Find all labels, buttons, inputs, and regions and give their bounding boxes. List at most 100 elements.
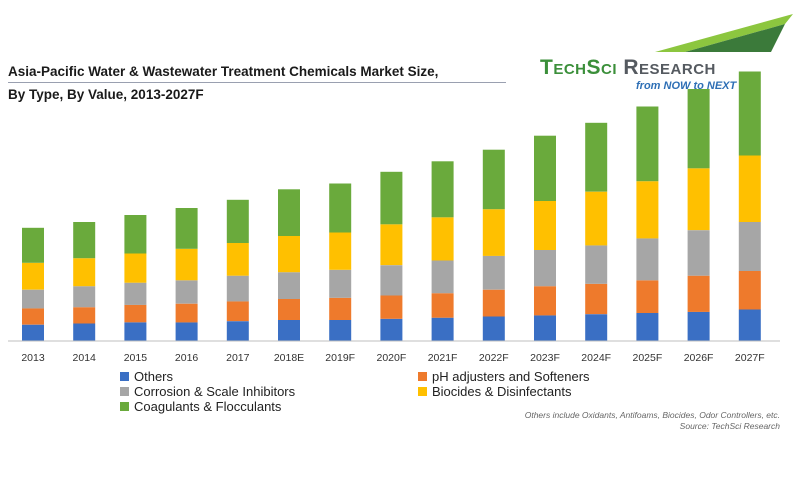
bar-segment-2026F-series-2 (687, 230, 710, 276)
bar-segment-2013-series-4 (22, 227, 44, 263)
bar-segment-2016-series-0 (175, 322, 198, 341)
bar-segment-2019F-series-0 (329, 320, 352, 341)
bar-segment-2024F-series-2 (585, 245, 608, 284)
bar-segment-2020F-series-4 (380, 171, 403, 225)
bar-segment-2021F-series-2 (431, 260, 454, 294)
bar-segment-2021F-series-1 (431, 293, 454, 318)
bar-segment-2027F-series-2 (738, 222, 761, 271)
bar-segment-2023F-series-2 (534, 250, 556, 287)
bar-segment-2026F-series-3 (687, 168, 710, 231)
bar-segment-2017-series-2 (226, 275, 249, 302)
bar-segment-2022F-series-2 (482, 255, 505, 290)
bar-segment-2027F-series-3 (738, 155, 761, 222)
x-tick-label-2026F: 2026F (684, 352, 714, 364)
x-tick-label-2027F: 2027F (735, 352, 765, 364)
bar-segment-2022F-series-0 (482, 316, 505, 341)
legend-swatch-4 (120, 402, 129, 411)
bar-segment-2025F-series-3 (636, 181, 659, 239)
bar-segment-2025F-series-4 (636, 106, 659, 182)
bar-segment-2026F-series-1 (687, 275, 710, 312)
legend-label-3: Biocides & Disinfectants (432, 384, 572, 399)
bar-segment-2013-series-3 (22, 262, 44, 290)
bar-segment-2013-series-0 (22, 324, 44, 341)
bar-segment-2021F-series-4 (431, 161, 454, 218)
legend-label-1: pH adjusters and Softeners (432, 369, 590, 384)
legend-item-4: Coagulants & Flocculants (120, 399, 281, 414)
logo-swoosh-green-icon (655, 14, 793, 52)
x-tick-label-2020F: 2020F (377, 352, 407, 364)
x-tick-labels: 2013 2014 2015 2016 2017 2018E 2019F 2020F 2021F… (21, 352, 764, 364)
bar-segment-2022F-series-4 (482, 149, 505, 210)
bar-segment-2013-series-1 (22, 308, 44, 325)
bar-segment-2027F-series-1 (738, 271, 761, 310)
bar-segment-2017-series-1 (226, 301, 249, 322)
bar-segment-2024F-series-4 (585, 122, 608, 192)
legend-item-1: pH adjusters and Softeners (418, 369, 590, 384)
logo-wordmark: TechSci Research (540, 56, 716, 80)
bar-segment-2016-series-4 (175, 208, 198, 249)
bar-segment-2015-series-2 (124, 282, 147, 305)
bar-segment-2014-series-1 (73, 307, 96, 324)
bar-segment-2026F-series-4 (687, 89, 710, 169)
bar-segment-2023F-series-1 (534, 286, 556, 316)
chart-notes: Others include Oxidants, Antifoams, Bioc… (525, 410, 780, 432)
logo-wordmark-part2: Research (617, 56, 716, 79)
legend-item-3: Biocides & Disinfectants (418, 384, 571, 399)
bar-segment-2016-series-1 (175, 303, 198, 323)
bar-segment-2022F-series-3 (482, 209, 505, 256)
bar-segment-2019F-series-3 (329, 232, 352, 270)
chart-title: Asia-Pacific Water & Wastewater Treatmen… (8, 60, 508, 106)
bar-segment-2020F-series-3 (380, 224, 403, 266)
bar-segment-2019F-series-1 (329, 297, 352, 320)
logo-tagline: from NOW to NEXT (636, 80, 737, 92)
bar-segment-2023F-series-0 (534, 315, 556, 341)
x-tick-label-2014: 2014 (73, 352, 97, 364)
bar-segment-2026F-series-0 (687, 311, 710, 341)
legend-item-2: Corrosion & Scale Inhibitors (120, 384, 295, 399)
bar-segment-2020F-series-0 (380, 318, 403, 341)
x-tick-label-2017: 2017 (226, 352, 250, 364)
bar-segment-2024F-series-0 (585, 314, 608, 341)
logo-swoosh-dark-icon (685, 24, 785, 52)
bar-segment-2015-series-1 (124, 304, 147, 323)
bar-segment-2025F-series-2 (636, 238, 659, 281)
x-tick-label-2022F: 2022F (479, 352, 509, 364)
legend-item-0: Others (120, 369, 173, 384)
legend-label-4: Coagulants & Flocculants (134, 399, 282, 414)
bar-segment-2023F-series-3 (534, 201, 556, 250)
x-tick-label-2013: 2013 (21, 352, 45, 364)
bar-segment-2015-series-0 (124, 322, 147, 341)
bar-segment-2027F-series-0 (738, 309, 761, 341)
bar-segment-2022F-series-1 (482, 289, 505, 317)
bar-segment-2017-series-4 (226, 199, 249, 243)
logo-wordmark-part1: TechSci (540, 56, 618, 79)
bar-segment-2018E-series-1 (278, 299, 300, 320)
bar-segment-2016-series-2 (175, 280, 198, 304)
legend-swatch-2 (120, 387, 129, 396)
x-tick-label-2016: 2016 (175, 352, 199, 364)
x-tick-label-2025F: 2025F (633, 352, 663, 364)
bar-segment-2018E-series-3 (278, 236, 300, 273)
x-tick-label-2023F: 2023F (530, 352, 560, 364)
bar-segment-2018E-series-4 (278, 189, 300, 236)
x-tick-label-2019F: 2019F (325, 352, 355, 364)
legend-swatch-1 (418, 372, 427, 381)
legend-label-0: Others (134, 369, 174, 384)
legend-label-2: Corrosion & Scale Inhibitors (134, 384, 296, 399)
bar-segment-2023F-series-4 (534, 135, 556, 201)
bars-group (22, 71, 761, 341)
bar-segment-2018E-series-2 (278, 272, 300, 299)
bar-segment-2017-series-0 (226, 321, 249, 341)
bar-segment-2019F-series-4 (329, 183, 352, 233)
bar-segment-2025F-series-1 (636, 280, 659, 313)
bar-segment-2017-series-3 (226, 243, 249, 276)
chart-title-line2: By Type, By Value, 2013-2027F (8, 87, 204, 102)
x-tick-label-2024F: 2024F (581, 352, 611, 364)
bar-segment-2014-series-3 (73, 258, 96, 287)
x-tick-label-2021F: 2021F (428, 352, 458, 364)
bar-segment-2013-series-2 (22, 289, 44, 309)
bar-segment-2015-series-3 (124, 253, 147, 283)
bar-segment-2019F-series-2 (329, 269, 352, 298)
bar-segment-2014-series-4 (73, 222, 96, 259)
